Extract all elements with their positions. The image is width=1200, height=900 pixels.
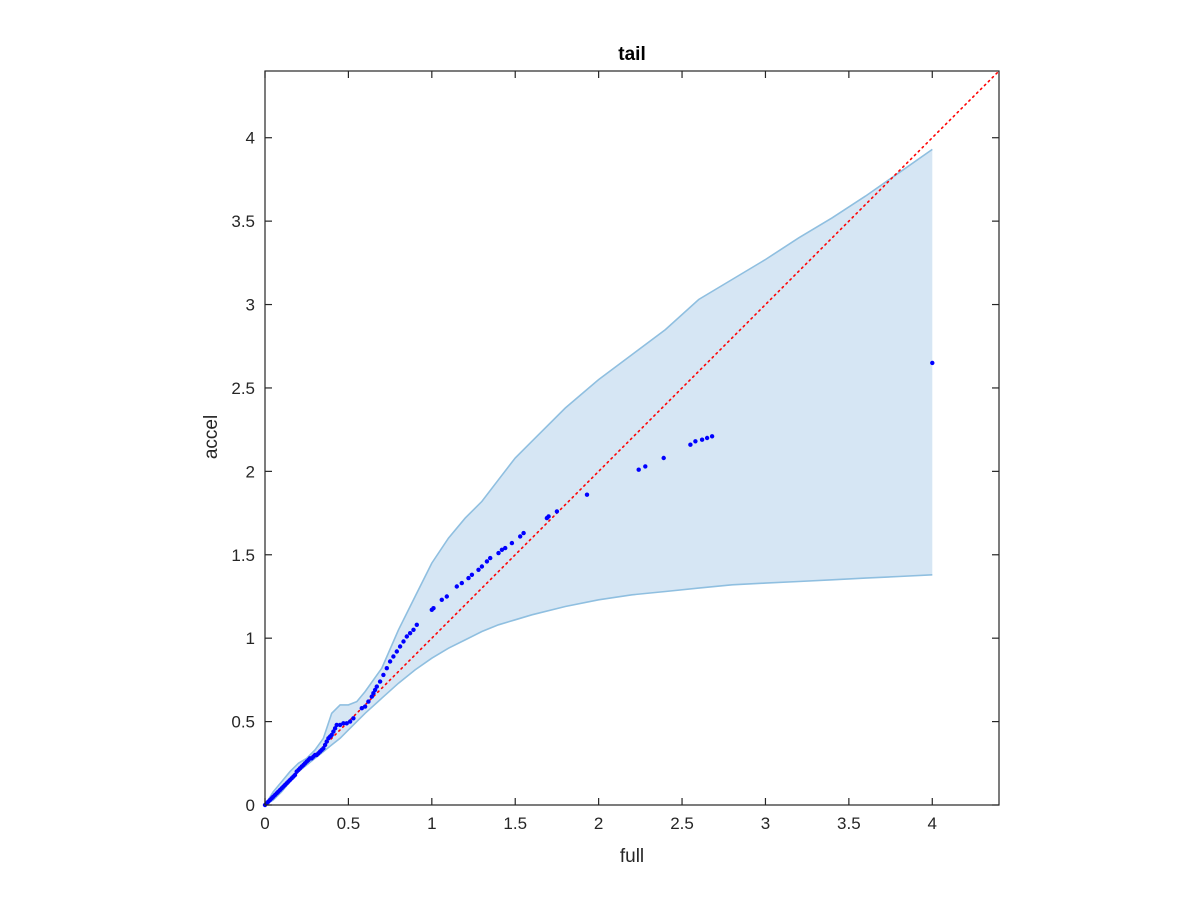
data-point — [488, 555, 493, 561]
y-axis-ticks: 0 0.5 1 1.5 2 2.5 3 3.5 4 — [231, 129, 999, 815]
data-point — [503, 545, 508, 551]
data-point — [381, 672, 386, 678]
data-point — [554, 509, 560, 514]
plot-area — [262, 70, 1000, 808]
data-point — [411, 627, 416, 632]
data-point — [521, 530, 526, 536]
data-point — [476, 567, 481, 572]
data-point — [377, 679, 383, 684]
data-point — [372, 687, 378, 693]
data-point — [401, 639, 406, 644]
data-point — [546, 514, 551, 519]
data-point — [351, 716, 356, 721]
data-point — [643, 464, 648, 469]
data-point — [431, 606, 436, 611]
y-tick-label: 0.5 — [231, 713, 255, 732]
data-point — [469, 572, 475, 577]
axes-frame — [264, 70, 1000, 806]
data-point — [459, 580, 464, 586]
x-tick-label: 2.5 — [670, 814, 694, 833]
data-point — [404, 634, 409, 639]
x-tick-label: 0.5 — [337, 814, 361, 833]
confidence-band — [265, 149, 933, 805]
data-point — [693, 439, 698, 444]
x-tick-label: 3 — [761, 814, 770, 833]
data-point — [369, 694, 374, 699]
x-tick-label: 1 — [427, 814, 436, 833]
x-axis-label: full — [620, 846, 644, 867]
x-axis-ticks: 0 0.5 1 1.5 2 2.5 3 3.5 4 — [260, 71, 937, 833]
data-point — [329, 732, 334, 738]
data-point — [332, 726, 338, 731]
y-axis-label: accel — [201, 415, 222, 459]
y-tick-label: 2 — [246, 462, 255, 481]
band-lower-edge — [264, 574, 933, 806]
data-point — [444, 594, 449, 599]
x-tick-label: 2 — [594, 814, 603, 833]
data-point — [292, 772, 298, 778]
data-point — [397, 644, 403, 649]
data-point — [362, 704, 368, 709]
data-point — [454, 584, 459, 589]
axes-box — [264, 70, 1000, 806]
data-point — [337, 722, 343, 728]
data-point — [384, 666, 389, 671]
data-point — [391, 654, 396, 659]
data-point — [584, 492, 590, 497]
x-tick-label: 1.5 — [503, 814, 527, 833]
data-point — [374, 684, 379, 689]
data-point — [322, 742, 328, 748]
data-point — [484, 559, 490, 564]
data-point — [321, 746, 326, 751]
band-upper-edge — [264, 148, 933, 806]
y-tick-label: 3 — [246, 296, 255, 315]
data-point — [387, 659, 393, 664]
data-point — [414, 622, 419, 627]
data-point — [518, 534, 523, 539]
data-point — [334, 722, 339, 728]
data-point — [688, 442, 693, 447]
y-tick-label: 1.5 — [231, 546, 255, 565]
data-point — [407, 631, 413, 636]
data-point — [709, 434, 715, 439]
data-points — [262, 360, 935, 808]
data-point — [636, 467, 641, 472]
data-point — [341, 721, 346, 726]
data-point — [371, 691, 376, 696]
data-point — [359, 706, 364, 711]
data-point — [699, 437, 705, 442]
y-tick-label: 1 — [246, 629, 255, 648]
x-tick-label: 0 — [260, 814, 269, 833]
data-point — [466, 575, 471, 581]
data-point — [344, 721, 349, 726]
data-point — [331, 729, 336, 734]
data-point — [479, 564, 485, 569]
chart-title: tail — [618, 44, 645, 65]
x-tick-label: 3.5 — [837, 814, 861, 833]
data-point — [394, 649, 399, 654]
data-point — [930, 360, 935, 366]
y-tick-label: 3.5 — [231, 212, 255, 231]
data-point — [509, 540, 515, 546]
y-tick-label: 0 — [246, 796, 255, 815]
data-point — [347, 719, 353, 724]
x-tick-label: 4 — [928, 814, 937, 833]
reference-line — [264, 70, 1000, 806]
data-point — [661, 455, 666, 461]
data-point — [496, 550, 501, 556]
data-point — [439, 597, 444, 602]
y-tick-label: 4 — [246, 129, 255, 148]
data-point — [499, 547, 505, 552]
y-tick-label: 2.5 — [231, 379, 255, 398]
data-point — [704, 435, 710, 441]
data-point — [366, 699, 371, 704]
data-point — [324, 739, 329, 744]
